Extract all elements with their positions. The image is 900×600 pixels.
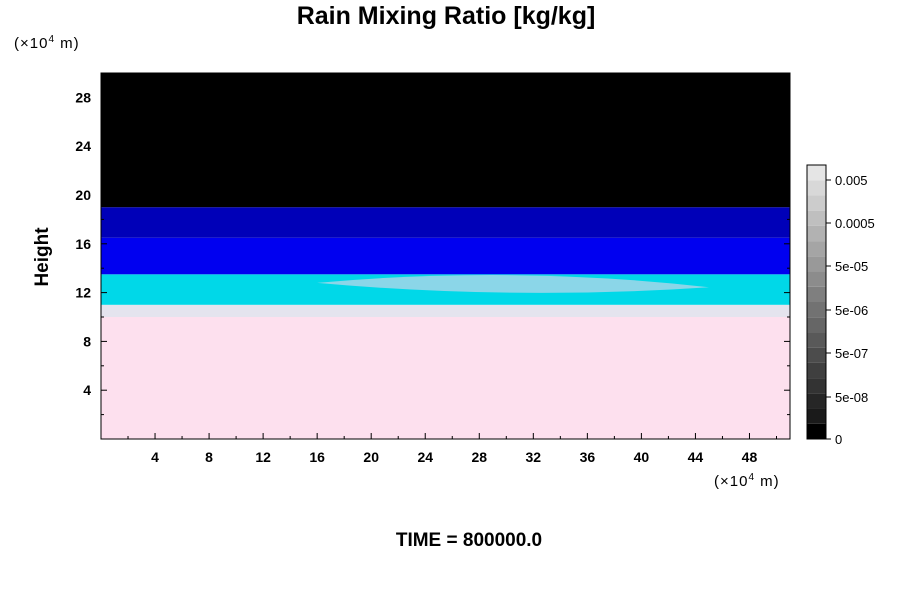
x-tick-label: 24 [417, 449, 433, 465]
x-tick-label: 32 [526, 449, 542, 465]
colorbar-label: 5e-08 [835, 390, 868, 405]
colorbar-segment [807, 256, 826, 272]
y-unit-label: (×104 m) [14, 34, 80, 52]
x-tick-label: 20 [363, 449, 379, 465]
colorbar-segment [807, 210, 826, 226]
chart-title: Rain Mixing Ratio [kg/kg] [296, 2, 596, 30]
colorbar-segment [807, 271, 826, 287]
colorbar-label: 5e-05 [835, 259, 868, 274]
x-tick-label: 16 [309, 449, 325, 465]
colorbar-segment [807, 241, 826, 257]
colorbar-label: 5e-06 [835, 303, 868, 318]
heatmap-feature [317, 275, 709, 293]
x-tick-label: 28 [471, 449, 487, 465]
colorbar-label: 0 [835, 432, 842, 447]
colorbar-segment [807, 362, 826, 379]
y-tick-label: 4 [83, 382, 91, 398]
y-tick-label: 12 [75, 285, 91, 301]
colorbar-segment [807, 302, 826, 318]
colorbar-segment [807, 225, 826, 242]
colorbar-segment [807, 332, 826, 348]
x-tick-label: 36 [580, 449, 596, 465]
plot-frame [100, 72, 791, 440]
y-tick-label: 8 [83, 333, 91, 349]
colorbar-segment [807, 378, 826, 394]
y-tick-label: 24 [75, 138, 91, 154]
x-tick-label: 48 [742, 449, 758, 465]
heatmap-band [101, 73, 790, 208]
colorbar-label: 0.0005 [835, 216, 875, 231]
y-tick-label: 20 [75, 187, 91, 203]
colorbar-segment [807, 195, 826, 211]
x-unit-label: (×104 m) [714, 472, 780, 490]
colorbar-segment [807, 347, 826, 363]
y-tick-label: 28 [75, 89, 91, 105]
colorbar-segment [807, 180, 826, 196]
x-tick-label: 40 [634, 449, 650, 465]
colorbar-label: 0.005 [835, 173, 868, 188]
heatmap-band [101, 317, 790, 439]
x-tick-label: 12 [255, 449, 271, 465]
heatmap-band [101, 237, 790, 275]
x-tick-label: 4 [151, 449, 159, 465]
colorbar-segment [807, 317, 826, 333]
heatmap-band [101, 304, 790, 317]
colorbar-frame [806, 164, 827, 440]
colorbar-segment [807, 408, 826, 424]
heatmap-band [101, 207, 790, 238]
colorbar-segment [807, 286, 826, 302]
colorbar-segment [807, 423, 826, 439]
colorbar-label: 5e-07 [835, 346, 868, 361]
x-tick-label: 44 [688, 449, 704, 465]
time-label: TIME = 800000.0 [395, 530, 543, 551]
colorbar-segment [807, 393, 826, 409]
y-tick-label: 16 [75, 236, 91, 252]
colorbar-segment [807, 165, 826, 181]
x-tick-label: 8 [205, 449, 213, 465]
